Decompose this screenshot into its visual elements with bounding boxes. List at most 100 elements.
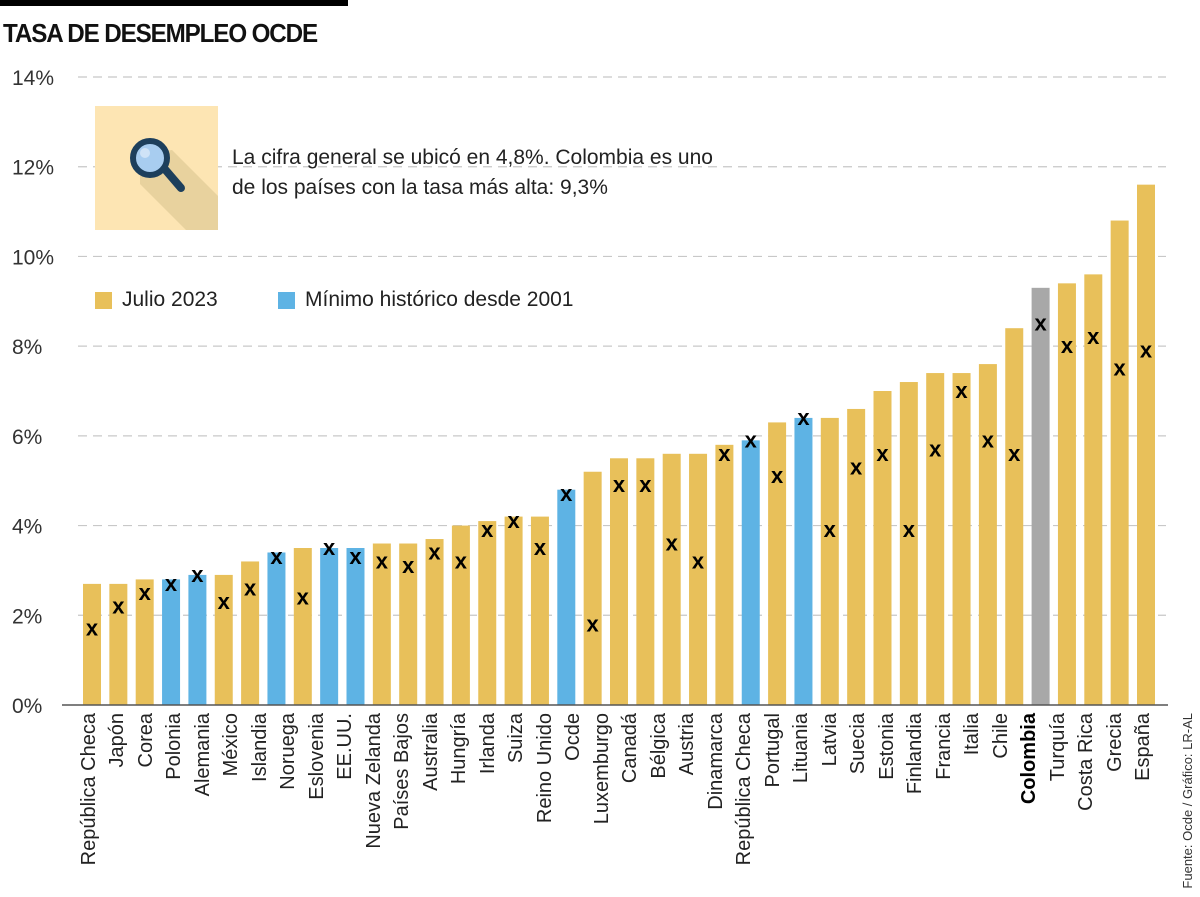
bar: [399, 543, 418, 705]
bar: [1031, 287, 1050, 705]
x-tick-label: España: [1132, 713, 1154, 781]
marker-x: x: [903, 517, 916, 542]
y-tick-label: 0%: [12, 695, 42, 718]
y-tick-label: 12%: [12, 157, 54, 180]
marker-x: x: [824, 517, 837, 542]
x-tick-label: Islandia: [248, 713, 271, 782]
marker-x: x: [1034, 311, 1047, 336]
y-tick-label: 14%: [12, 67, 54, 90]
bar: [978, 364, 997, 705]
x-tick-label: Alemania: [191, 713, 214, 797]
bar: [899, 382, 918, 705]
source-note: Fuente: Ocde / Gráfico: LR-AL: [1180, 713, 1195, 889]
x-tick-label: Turquía: [1046, 713, 1069, 782]
marker-x: x: [86, 616, 99, 641]
title-rule: [0, 0, 348, 6]
bar: [662, 453, 681, 705]
y-tick-label: 2%: [12, 605, 42, 628]
marker-x: x: [376, 548, 389, 573]
marker-x: x: [165, 571, 178, 596]
x-tick-label: Hungría: [448, 713, 471, 785]
marker-x: x: [534, 535, 547, 560]
x-tick-label: Francia: [932, 713, 955, 780]
bar: [451, 525, 470, 705]
chart-title: TASA DE DESEMPLEO OCDE: [3, 18, 318, 48]
marker-x: x: [850, 454, 863, 479]
callout-box: [95, 106, 218, 230]
legend-label-julio: Julio 2023: [122, 288, 218, 311]
x-tick-label: Suecia: [847, 713, 870, 775]
marker-x: x: [639, 472, 652, 497]
bar: [583, 471, 602, 705]
x-tick-label: Polonia: [163, 713, 186, 780]
marker-x: x: [297, 584, 310, 609]
y-tick-label: 4%: [12, 516, 42, 539]
x-tick-label: Luxemburgo: [590, 713, 613, 825]
bar: [1005, 328, 1024, 705]
marker-x: x: [428, 539, 441, 564]
x-tick-label: Italia: [961, 713, 984, 756]
bar: [214, 574, 233, 705]
marker-x: x: [1061, 333, 1074, 358]
x-tick-label: Canadá: [619, 713, 642, 784]
legend-item-julio: Julio 2023: [95, 288, 218, 312]
bar: [636, 458, 655, 705]
bar: [689, 453, 708, 705]
bar: [768, 422, 787, 705]
bar: [741, 440, 760, 705]
marker-x: x: [402, 553, 415, 578]
x-tick-label: Dinamarca: [704, 713, 727, 810]
bar: [83, 583, 101, 705]
x-tick-label: Costa Rica: [1075, 713, 1098, 811]
bar: [715, 444, 734, 705]
marker-x: x: [270, 544, 283, 569]
bar: [241, 561, 260, 705]
bar: [1057, 283, 1076, 705]
marker-x: x: [718, 441, 731, 466]
x-tick-label: Grecia: [1103, 713, 1126, 772]
callout-text: La cifra general se ubicó en 4,8%. Colom…: [232, 143, 792, 203]
bar: [425, 539, 444, 705]
marker-x: x: [1087, 324, 1100, 349]
x-tick-label: Nueva Zelanda: [362, 713, 385, 849]
marker-x: x: [507, 508, 520, 533]
marker-x: x: [929, 436, 942, 461]
x-tick-label: Latvia: [818, 713, 841, 767]
bar: [952, 373, 971, 705]
marker-x: x: [982, 427, 995, 452]
marker-x: x: [1008, 441, 1021, 466]
marker-x: x: [692, 548, 705, 573]
x-tick-label: Países Bajos: [391, 713, 414, 830]
marker-x: x: [876, 441, 889, 466]
x-tick-label: Austria: [676, 713, 699, 776]
y-tick-label: 10%: [12, 246, 54, 269]
marker-x: x: [112, 593, 125, 618]
bar: [372, 543, 391, 705]
marker-x: x: [244, 575, 257, 600]
legend-label-minimo: Mínimo histórico desde 2001: [305, 288, 574, 311]
x-tick-label: Finlandia: [904, 713, 927, 795]
y-tick-label: 8%: [12, 336, 42, 359]
bar: [293, 548, 312, 705]
legend-swatch-julio: [95, 291, 112, 309]
marker-x: x: [481, 517, 494, 542]
callout-line-1: La cifra general se ubicó en 4,8%. Colom…: [232, 146, 713, 169]
x-tick-label: Noruega: [277, 713, 300, 790]
x-tick-label: Irlanda: [476, 713, 499, 775]
bar: [267, 552, 286, 705]
callout-line-2: de los países con la tasa más alta: 9,3%: [232, 176, 608, 199]
bar: [478, 521, 497, 705]
bar: [610, 458, 628, 705]
bar: [873, 391, 892, 705]
marker-x: x: [587, 611, 600, 636]
marker-x: x: [797, 405, 810, 430]
bars: [83, 184, 1155, 706]
bar: [820, 417, 839, 705]
magnifier-icon: [130, 138, 218, 230]
x-tick-label: Eslovenia: [305, 713, 328, 800]
bar: [557, 489, 576, 705]
marker-x: x: [560, 481, 573, 506]
bar: [504, 516, 523, 705]
